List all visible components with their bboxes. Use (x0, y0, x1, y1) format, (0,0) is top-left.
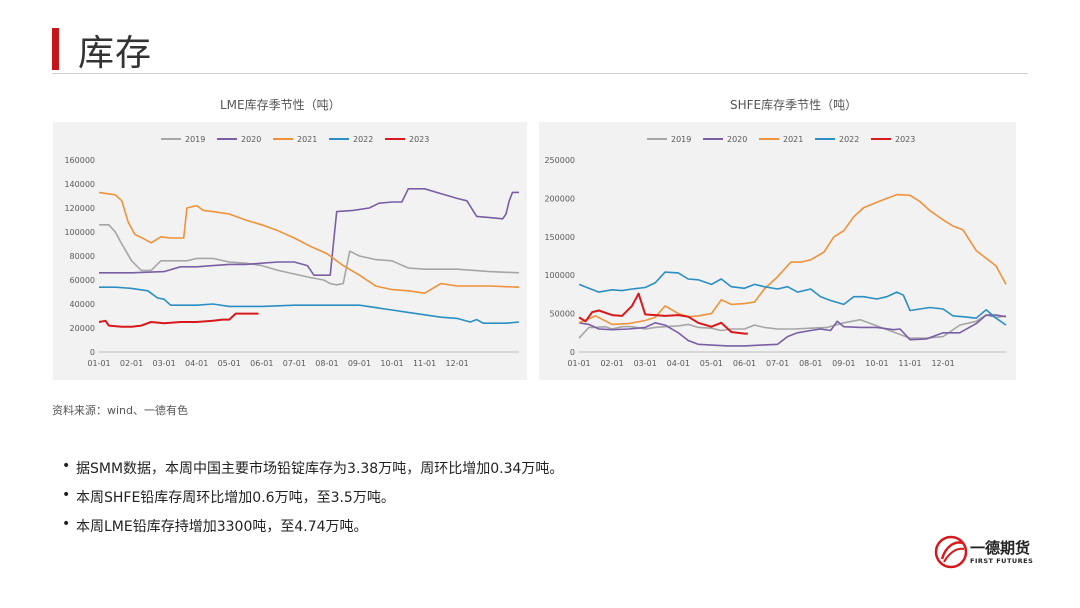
series-line-2022 (578, 271, 1007, 326)
legend-label: 2022 (353, 135, 373, 144)
y-tick-label: 150000 (544, 233, 575, 242)
bullet-list: • 据SMM数据，本周中国主要市场铅锭库存为3.38万吨，周环比增加0.34万吨… (62, 458, 563, 545)
x-tick-label: 04-01 (185, 359, 208, 368)
y-tick-label: 100000 (544, 271, 575, 280)
logo-subtitle: FIRST FUTURES (970, 557, 1034, 565)
bullet-item: • 本周SHFE铅库存周环比增加0.6万吨，至3.5万吨。 (62, 487, 563, 516)
bullet-item: • 据SMM数据，本周中国主要市场铅锭库存为3.38万吨，周环比增加0.34万吨… (62, 458, 563, 487)
x-tick-label: 09-01 (832, 359, 855, 368)
legend-label: 2021 (783, 135, 803, 144)
lme-chart: 2019 2020 2021 2022 2023 0 20000 40000 60000 8000… (53, 122, 527, 380)
x-tick-label: 04-01 (667, 359, 690, 368)
bullet-dot: • (62, 458, 71, 474)
x-tick-label: 12-01 (931, 359, 954, 368)
y-tick-label: 50000 (550, 310, 575, 319)
y-tick-label: 120000 (64, 204, 95, 213)
x-tick-label: 10-01 (865, 359, 888, 368)
y-tick-label: 100000 (64, 228, 95, 237)
shfe-chart: 2019 2020 2021 2022 2023 0 50000 100000 150000 20… (539, 122, 1016, 380)
y-tick-label: 20000 (70, 324, 95, 333)
shfe-chart-title: SHFE库存季节性（吨） (730, 98, 858, 112)
y-tick-label: 200000 (544, 194, 575, 203)
y-tick-label: 0 (90, 348, 95, 357)
x-tick-label: 08-01 (799, 359, 822, 368)
bullet-item: • 本周LME铅库存持增加3300吨，至4.74万吨。 (62, 516, 563, 545)
shfe-chart-svg: 2019 2020 2021 2022 2023 0 50000 100000 150000 20… (544, 135, 1007, 368)
legend: 2019 2020 2021 2022 2023 (647, 135, 915, 144)
series-line-2021 (98, 191, 520, 294)
legend-label: 2020 (241, 135, 261, 144)
x-tick-label: 12-01 (446, 359, 469, 368)
x-tick-label: 01-01 (87, 359, 110, 368)
x-tick-label: 11-01 (898, 359, 921, 368)
series-line-2022 (99, 286, 520, 324)
title-divider (52, 73, 1028, 74)
x-tick-label: 09-01 (348, 359, 371, 368)
y-tick-label: 60000 (70, 276, 95, 285)
x-tick-label: 05-01 (218, 359, 241, 368)
x-tick-label: 02-01 (120, 359, 143, 368)
x-tick-label: 08-01 (315, 359, 338, 368)
series-line-2023 (578, 292, 748, 335)
legend-label: 2019 (185, 135, 205, 144)
x-tick-label: 07-01 (766, 359, 789, 368)
series-line-2020 (99, 188, 519, 276)
x-tick-label: 10-01 (380, 359, 403, 368)
x-tick-label: 03-01 (152, 359, 175, 368)
y-tick-label: 160000 (64, 156, 95, 165)
y-tick-label: 250000 (544, 156, 575, 165)
source-note: 资料来源：wind、一德有色 (52, 404, 189, 417)
legend-label: 2020 (727, 135, 747, 144)
series-line-2020 (578, 314, 1007, 347)
bullet-dot: • (62, 516, 71, 532)
title-accent-bar (52, 28, 59, 70)
series-line-2021 (578, 193, 1007, 326)
legend-label: 2019 (671, 135, 691, 144)
x-tick-label: 07-01 (283, 359, 306, 368)
series-line-2019 (99, 224, 520, 286)
y-tick-label: 40000 (70, 300, 95, 309)
legend: 2019 2020 2021 2022 2023 (161, 135, 429, 144)
lme-chart-svg: 2019 2020 2021 2022 2023 0 20000 40000 60000 8000… (64, 135, 520, 368)
legend-label: 2023 (409, 135, 429, 144)
legend-label: 2021 (297, 135, 317, 144)
logo-name: 一德期货 (970, 539, 1031, 557)
page-title: 库存 (78, 33, 153, 74)
lme-chart-title: LME库存季节性（吨） (220, 98, 341, 112)
legend-label: 2022 (839, 135, 859, 144)
bullet-text: 本周LME铅库存持增加3300吨，至4.74万吨。 (76, 519, 368, 535)
logo-swoosh-icon (934, 535, 968, 569)
x-tick-label: 03-01 (634, 359, 657, 368)
company-logo: 一德期货 FIRST FUTURES (934, 535, 1034, 571)
series-line-2023 (98, 312, 259, 328)
bullet-dot: • (62, 487, 71, 503)
legend-label: 2023 (895, 135, 915, 144)
x-tick-label: 01-01 (567, 359, 590, 368)
bullet-text: 本周SHFE铅库存周环比增加0.6万吨，至3.5万吨。 (76, 490, 395, 506)
x-tick-label: 11-01 (413, 359, 436, 368)
y-tick-label: 0 (570, 348, 575, 357)
x-tick-label: 06-01 (250, 359, 273, 368)
x-tick-label: 02-01 (600, 359, 623, 368)
bullet-text: 据SMM数据，本周中国主要市场铅锭库存为3.38万吨，周环比增加0.34万吨。 (76, 461, 564, 477)
x-tick-label: 05-01 (700, 359, 723, 368)
y-tick-label: 80000 (70, 252, 95, 261)
y-tick-label: 140000 (64, 180, 95, 189)
x-tick-label: 06-01 (733, 359, 756, 368)
